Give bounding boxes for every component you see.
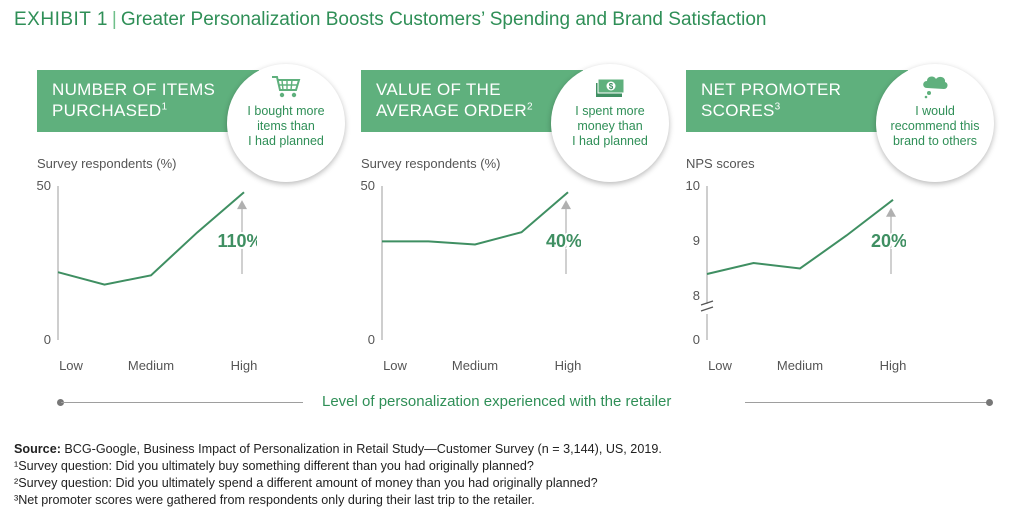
series-line	[57, 191, 245, 286]
footnote-mark: 3	[774, 101, 781, 113]
quote-bubble: $ I spent more money than I had planned	[551, 64, 669, 182]
source-line: Source: BCG-Google, Business Impact of P…	[14, 441, 662, 458]
quote-bubble: I bought more items than I had planned	[227, 64, 345, 182]
x-tick-label: High	[231, 358, 257, 373]
banner-line-2: average order	[376, 101, 527, 120]
y-tick-label: 0	[368, 332, 375, 347]
quote-bubble: I would recommend this brand to others	[876, 64, 994, 182]
axis-dot-left	[57, 399, 64, 406]
x-tick-label: High	[880, 358, 906, 373]
axis-break-mark	[700, 300, 714, 306]
source-text: BCG-Google, Business Impact of Personali…	[64, 442, 662, 456]
banner-line-2: purchased	[52, 101, 162, 120]
growth-arrow-head	[886, 207, 896, 217]
growth-annotation: 40%	[546, 231, 581, 251]
x-tick-label: High	[555, 358, 581, 373]
banner-line-1: Value of the	[376, 80, 501, 99]
y-tick-label: 10	[686, 178, 700, 193]
panel-banner: Value of the average order2	[361, 70, 583, 132]
axis-line-right	[745, 402, 989, 403]
bubble-quote: I bought more items than I had planned	[247, 104, 325, 148]
footnote-3: ³Net promoter scores were gathered from …	[14, 493, 535, 507]
axis-break-mark	[700, 306, 714, 312]
panel-banner: Number of items purchased1	[37, 70, 259, 132]
chart-net-promoter: 0 8 9 10 Low Medium High 20%	[686, 178, 906, 373]
growth-arrow-head	[561, 200, 571, 210]
panel-net-promoter: Net promoter scores3 I would recommend t…	[686, 64, 1006, 380]
banner-line-1: Number of items	[52, 80, 216, 99]
chart-average-order: 0 50 Low Medium High 40%	[361, 178, 581, 373]
growth-arrow-head	[237, 200, 247, 210]
y-tick-label: 8	[693, 288, 700, 303]
panel-banner: Net promoter scores3	[686, 70, 908, 132]
dollar-bill-icon: $	[596, 78, 625, 97]
axis-dot-right	[986, 399, 993, 406]
x-tick-label: Medium	[777, 358, 823, 373]
y-tick-label: 0	[44, 332, 51, 347]
x-axis-note: Level of personalization experienced wit…	[322, 393, 672, 410]
bubble-quote: I would recommend this brand to others	[890, 104, 980, 148]
series-line	[382, 191, 569, 246]
y-tick-label: 0	[693, 332, 700, 347]
y-tick-label: 50	[37, 178, 51, 193]
y-axis-title: Survey respondents (%)	[361, 156, 501, 171]
bubble-quote: I spent more money than I had planned	[572, 104, 648, 148]
growth-annotation: 20%	[871, 231, 906, 251]
x-tick-label: Low	[708, 358, 732, 373]
thought-cloud-icon	[923, 76, 948, 99]
y-tick-label: 50	[361, 178, 375, 193]
axis-line-left	[61, 402, 303, 403]
footnote-2: ²Survey question: Did you ultimately spe…	[14, 476, 598, 490]
svg-text:$: $	[609, 82, 614, 91]
exhibit-title: EXHIBIT 1 | Greater Personalization Boosts…	[14, 9, 767, 31]
banner-line-2: scores	[701, 101, 775, 120]
y-axis-title: NPS scores	[686, 156, 755, 171]
footnote-mark: 2	[526, 101, 533, 113]
notes: Source: BCG-Google, Business Impact of P…	[14, 441, 662, 509]
title-separator: |	[111, 9, 117, 30]
x-tick-label: Medium	[452, 358, 498, 373]
shopping-cart-icon	[272, 76, 301, 98]
x-tick-label: Medium	[128, 358, 174, 373]
series-line	[706, 199, 894, 275]
y-tick-label: 9	[693, 233, 700, 248]
panel-average-order: Value of the average order2 $ I spent mo…	[361, 64, 681, 380]
banner-line-1: Net promoter	[701, 80, 842, 99]
source-label: Source:	[14, 442, 61, 456]
growth-annotation: 110%	[217, 231, 257, 251]
x-tick-label: Low	[59, 358, 83, 373]
exhibit-heading: Greater Personalization Boosts Customers…	[120, 9, 767, 30]
chart-items-purchased: 0 50 Low Medium High 110%	[37, 178, 257, 373]
y-axis-title: Survey respondents (%)	[37, 156, 177, 171]
panel-items-purchased: Number of items purchased1 I bought more…	[37, 64, 357, 380]
footnote-mark: 1	[161, 101, 168, 113]
exhibit-label: EXHIBIT 1	[14, 9, 108, 30]
footnote-1: ¹Survey question: Did you ultimately buy…	[14, 459, 534, 473]
x-tick-label: Low	[383, 358, 407, 373]
